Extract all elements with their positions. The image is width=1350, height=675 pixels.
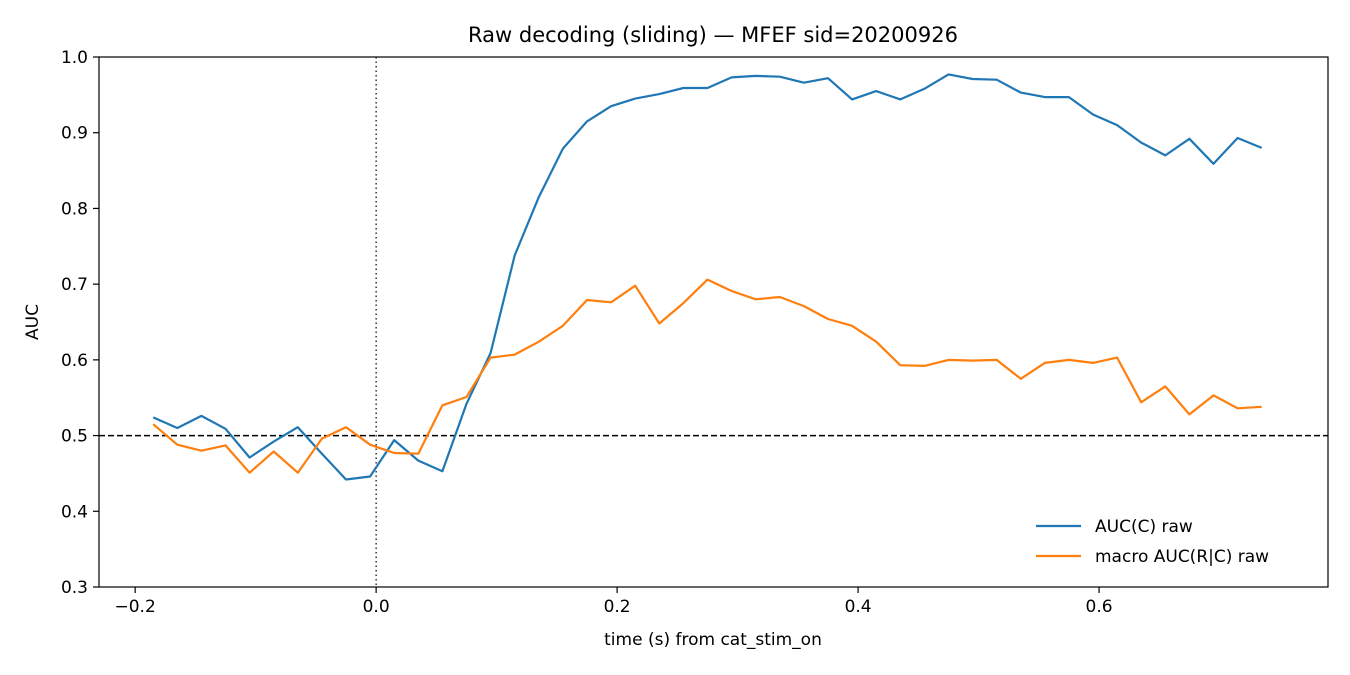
legend-label-2: macro AUC(R|C) raw [1095,547,1269,567]
y-tick-label: 0.4 [61,502,88,522]
series-line-2 [152,278,1262,474]
y-tick-label: 0.7 [61,275,88,295]
y-tick-label: 0.6 [61,351,88,371]
x-tick-label: 0.4 [845,597,872,617]
y-tick-label: 0.9 [61,124,88,144]
y-axis-title: AUC [23,304,43,340]
x-axis-title: time (s) from cat_stim_on [604,630,822,650]
axis-ticks: −0.2 0.0 0.2 0.4 0.6 0.3 0.4 0.5 0.6 0.7 0.8 0.9 1.0 [61,48,1113,617]
series-line-1 [152,73,1263,481]
legend-label-1: AUC(C) raw [1095,517,1193,537]
x-tick-label: 0.2 [604,597,631,617]
x-tick-label: 0.6 [1086,597,1113,617]
chart-title: Raw decoding (sliding) — MFEF sid=202009… [468,23,958,47]
x-tick-label: −0.2 [115,597,156,617]
y-tick-label: 0.8 [61,199,88,219]
plot-area [99,57,1328,587]
y-tick-label: 1.0 [61,48,88,68]
x-tick-label: 0.0 [363,597,390,617]
y-tick-label: 0.3 [61,578,88,598]
y-tick-label: 0.5 [61,427,88,447]
legend: AUC(C) raw macro AUC(R|C) raw [1036,517,1269,567]
plot-frame [98,56,1329,588]
